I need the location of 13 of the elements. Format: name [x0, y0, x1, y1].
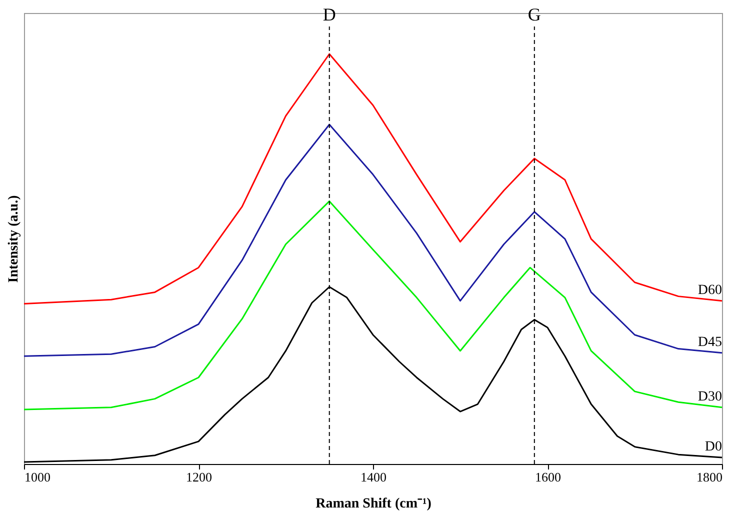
y-axis-title: Intensity (a.u.) [6, 194, 22, 283]
x-axis-title: Raman Shift (cm⁻¹) [316, 496, 432, 512]
x-tick-label: 1000 [24, 470, 50, 484]
series-label: D0 [704, 439, 722, 454]
ref-line-label: G [528, 4, 541, 25]
x-tick-label: 1400 [360, 470, 386, 484]
x-tick-label: 1600 [535, 470, 561, 484]
ref-line-label: D [322, 4, 336, 25]
x-tick-label: 1200 [186, 470, 212, 484]
series-label: D60 [698, 282, 722, 298]
x-tick-label: 1800 [696, 470, 722, 484]
series-label: D45 [698, 334, 722, 350]
series-label: D30 [698, 389, 722, 404]
